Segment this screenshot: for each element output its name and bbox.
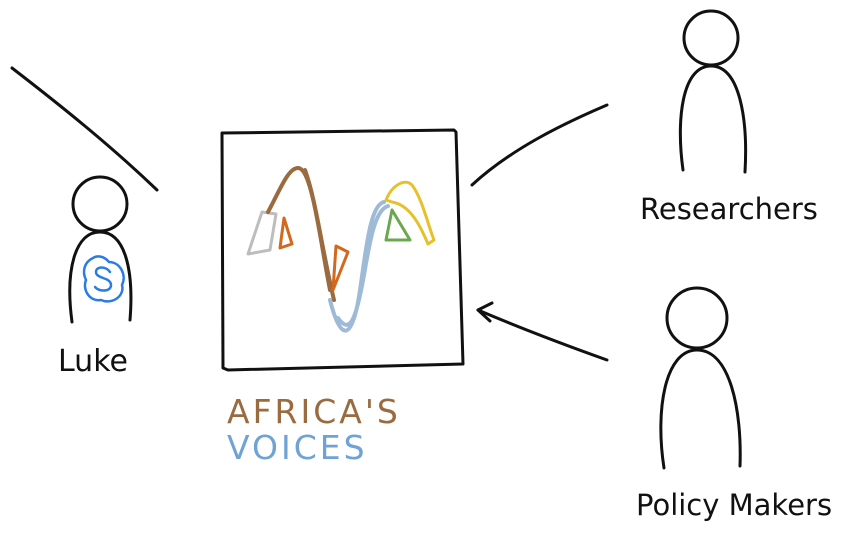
- luke-body: [68, 230, 133, 324]
- policy-makers-head: [665, 286, 729, 350]
- logo-brown-wave: [266, 165, 336, 302]
- luke-head: [71, 175, 129, 233]
- researchers-head: [682, 9, 740, 67]
- logo-green-shape: [384, 208, 412, 242]
- luke-connector-line: [10, 66, 159, 192]
- researchers-label: Researchers: [640, 192, 818, 226]
- logo-blue-wave: [328, 200, 390, 333]
- brand-line-1: AFRICA'S: [227, 392, 401, 431]
- luke-figure: [68, 175, 133, 324]
- policy-makers-body: [659, 348, 742, 470]
- researchers-figure: [678, 9, 748, 174]
- logo-orange-left: [278, 216, 294, 250]
- researchers-body: [678, 64, 748, 174]
- skype-icon: [82, 255, 125, 303]
- policy-makers-arrowhead: [476, 301, 494, 323]
- africas-voices-logo: [246, 165, 436, 333]
- logo-grey-shape: [246, 210, 278, 256]
- logo-yellow-shape: [384, 180, 436, 246]
- policy-makers-label: Policy Makers: [636, 488, 833, 522]
- policy-makers-figure: [659, 286, 742, 470]
- policy-makers-arrow-line: [476, 308, 609, 362]
- africas-voices-box: [220, 128, 465, 372]
- brand-line-2: VOICES: [227, 428, 368, 467]
- researchers-connector-line: [470, 103, 609, 187]
- luke-label: Luke: [58, 344, 128, 379]
- logo-orange-right: [331, 244, 350, 292]
